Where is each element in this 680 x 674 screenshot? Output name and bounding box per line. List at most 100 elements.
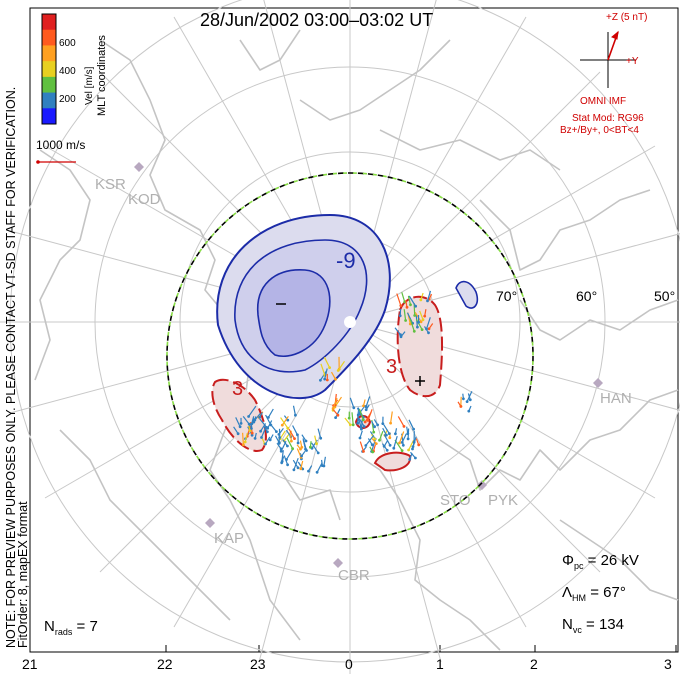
station-label-ksr: KSR — [95, 176, 126, 193]
velocity-vector-origin — [372, 430, 376, 434]
velocity-vector-origin — [382, 444, 386, 448]
velocity-vector-origin — [425, 327, 428, 331]
velocity-vector-origin — [401, 443, 405, 447]
velocity-vector — [344, 417, 351, 426]
colorbar-swatch — [42, 108, 56, 125]
mlt-label-2: 2 — [530, 656, 538, 672]
station-label-cbr: CBR — [338, 567, 370, 584]
imf-z-label: +Z (5 nT) — [606, 12, 648, 23]
velocity-vector-origin — [385, 433, 388, 437]
colorbar-swatch — [42, 29, 56, 46]
velocity-vector-origin — [299, 467, 303, 471]
velocity-vector-origin — [296, 441, 300, 445]
velocity-vector — [332, 397, 338, 409]
velocity-vector — [357, 411, 359, 424]
velocity-scale-label: 1000 m/s — [36, 138, 86, 152]
mlt-label-23: 23 — [250, 656, 266, 672]
velocity-vector-origin — [399, 335, 403, 339]
velocity-vector-origin — [280, 460, 284, 463]
velocity-vector — [349, 397, 355, 408]
velocity-vector-origin — [315, 470, 319, 474]
velocity-vector — [406, 312, 414, 324]
velocity-vector-origin — [347, 416, 351, 420]
vector-count: Nvc = 134 — [562, 616, 624, 635]
velocity-vector — [383, 424, 390, 434]
velocity-vector-origin — [315, 442, 318, 446]
velocity-vector-origin — [381, 422, 385, 425]
contour-label-positive: 3 — [386, 356, 398, 378]
station-markers — [134, 162, 603, 568]
velocity-vector-origin — [416, 325, 419, 329]
velocity-vector — [466, 390, 473, 402]
velocity-vector — [323, 356, 331, 368]
latitude-label-50: 50° — [654, 288, 676, 304]
velocity-vector-origin — [268, 438, 272, 442]
velocity-vector — [242, 432, 244, 445]
fit-order-note: FitOrder: 8, mapEX format — [16, 501, 30, 648]
mlt-axis-ticks — [29, 645, 677, 652]
colorbar-border — [41, 13, 57, 125]
velocity-vector-origin — [412, 427, 415, 431]
radar-count: Nrads = 7 — [44, 618, 98, 637]
velocity-vector — [292, 425, 298, 436]
velocity-vector-origin — [358, 436, 362, 440]
imf-y-label: +Y — [626, 56, 639, 67]
velocity-vector-origin — [259, 429, 262, 433]
velocity-vector-origin — [247, 422, 251, 426]
velocity-vector — [393, 435, 398, 449]
velocity-vector-origin — [356, 421, 360, 425]
negative-potential-cell — [216, 213, 479, 400]
contour-label-positive-dusk: 3 — [232, 378, 244, 400]
velocity-vector — [267, 408, 274, 418]
velocity-vector — [311, 442, 319, 454]
velocity-vector-origin — [286, 444, 289, 448]
velocity-vector — [254, 413, 261, 421]
velocity-vector-origin — [286, 463, 289, 467]
mlt-label-21: 21 — [22, 656, 38, 672]
velocity-vector-origin — [468, 398, 472, 402]
coordinate-system-label: MLT coordinates — [96, 35, 108, 116]
colorbar-swatch — [42, 76, 56, 94]
velocity-vector-origin — [236, 432, 240, 436]
velocity-vector-origin — [364, 405, 368, 409]
velocity-vector — [383, 434, 391, 446]
velocity-vector-origin — [371, 450, 375, 454]
colorbar-tick-200: 200 — [59, 94, 76, 105]
mlt-label-1: 1 — [436, 656, 444, 672]
velocity-vector-origin — [280, 423, 284, 427]
velocity-vector-origin — [465, 400, 469, 403]
velocity-vector-origin — [239, 422, 243, 425]
velocity-vector-origin — [279, 447, 283, 451]
station-label-han: HAN — [600, 390, 632, 407]
velocity-vector — [235, 417, 241, 427]
velocity-vector — [319, 370, 327, 381]
velocity-vector — [409, 318, 415, 332]
velocity-vector — [396, 293, 402, 306]
velocity-vector-origin — [408, 458, 412, 461]
velocity-vector-origin — [400, 441, 404, 444]
velocity-vector-origin — [328, 366, 331, 369]
velocity-vector-origin — [266, 430, 269, 434]
velocity-vector — [365, 396, 371, 408]
velocity-vector-origin — [374, 442, 378, 445]
colorbar-tick-600: 600 — [59, 38, 76, 49]
contour-label-negative: -9 — [336, 248, 356, 273]
velocity-vector-origin — [243, 440, 247, 444]
velocity-vector-origin — [467, 409, 471, 413]
velocity-vector — [316, 462, 323, 473]
velocity-vector-origin — [277, 441, 281, 444]
mlt-label-3: 3 — [664, 656, 672, 672]
velocity-vector-origin — [370, 443, 374, 447]
velocity-vector-origin — [414, 456, 417, 460]
velocity-vector-origin — [414, 304, 417, 308]
velocity-vector-origin — [399, 333, 402, 336]
colorbar-swatch — [42, 45, 56, 62]
velocity-vector — [397, 416, 405, 427]
velocity-vector — [408, 419, 415, 430]
velocity-vector — [358, 417, 365, 427]
velocity-vector — [335, 408, 341, 418]
velocity-vector-origin — [419, 320, 423, 324]
velocity-vector-origin — [300, 454, 303, 458]
velocity-vector — [407, 295, 412, 305]
